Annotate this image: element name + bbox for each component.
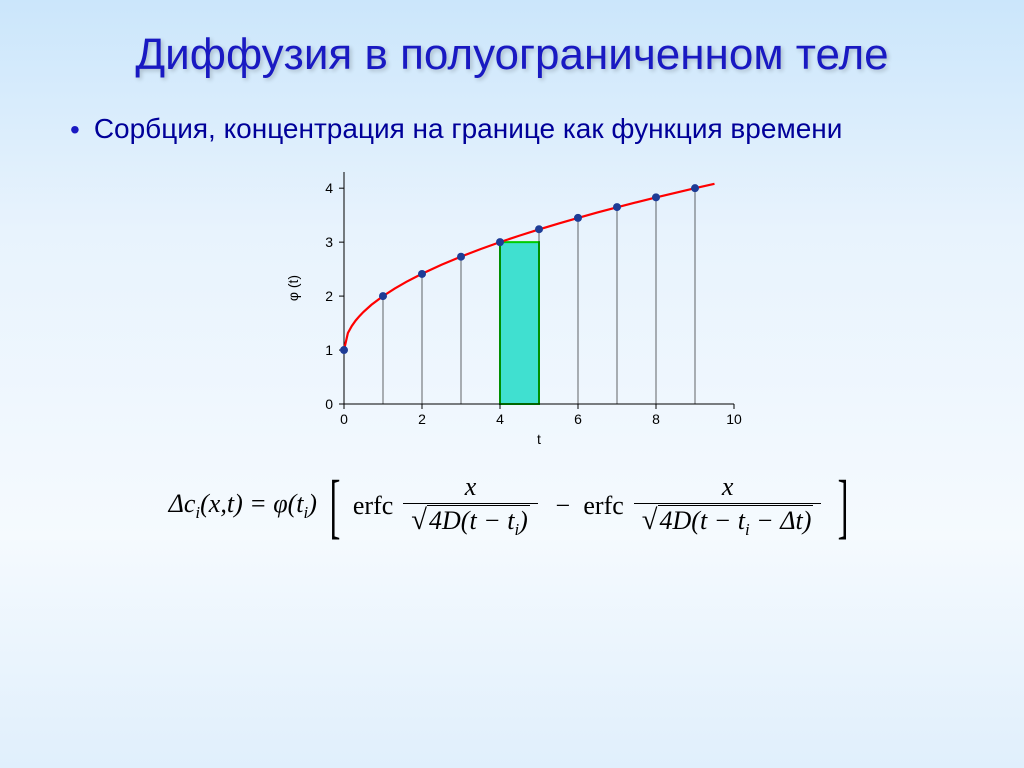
- bracket-right: ]: [838, 474, 849, 539]
- svg-text:t: t: [537, 431, 541, 447]
- frac-1: x √4D(t − ti): [403, 472, 538, 540]
- formula-container: Δci(x,t) = φ(ti) [ erfc x √4D(t − ti) − …: [60, 472, 964, 540]
- svg-text:φ (t): φ (t): [285, 275, 301, 301]
- slide-title: Диффузия в полуограниченном теле: [60, 30, 964, 80]
- svg-text:8: 8: [652, 411, 660, 427]
- erfc-2: erfc: [583, 491, 623, 521]
- frac-2-den: √4D(t − ti − Δt): [634, 503, 822, 540]
- svg-text:1: 1: [325, 342, 333, 358]
- svg-text:0: 0: [325, 396, 333, 412]
- frac-1-den: √4D(t − ti): [403, 503, 538, 540]
- minus: −: [554, 491, 572, 521]
- bullet-text: Сорбция, концентрация на границе как фун…: [94, 110, 843, 148]
- bullet-item: • Сорбция, концентрация на границе как ф…: [70, 110, 964, 149]
- frac-1-num: x: [457, 472, 485, 503]
- bracket-left: [: [330, 474, 341, 539]
- svg-text:3: 3: [325, 234, 333, 250]
- svg-text:2: 2: [418, 411, 426, 427]
- formula: Δci(x,t) = φ(ti) [ erfc x √4D(t − ti) − …: [169, 472, 856, 540]
- diffusion-chart: 0 2 4 6 8 10 0 1 2 3 4 t φ (t): [272, 154, 752, 454]
- erfc-1: erfc: [353, 491, 393, 521]
- formula-lhs: Δci(x,t) = φ(ti): [169, 489, 317, 523]
- svg-text:0: 0: [340, 411, 348, 427]
- slide: Диффузия в полуограниченном теле • Сорбц…: [0, 0, 1024, 768]
- bullet-dot: •: [70, 110, 80, 149]
- svg-text:10: 10: [726, 411, 742, 427]
- svg-text:6: 6: [574, 411, 582, 427]
- frac-2: x √4D(t − ti − Δt): [634, 472, 822, 540]
- svg-text:4: 4: [496, 411, 504, 427]
- svg-text:2: 2: [325, 288, 333, 304]
- chart-container: 0 2 4 6 8 10 0 1 2 3 4 t φ (t): [60, 154, 964, 454]
- svg-text:4: 4: [325, 180, 333, 196]
- frac-2-num: x: [714, 472, 742, 503]
